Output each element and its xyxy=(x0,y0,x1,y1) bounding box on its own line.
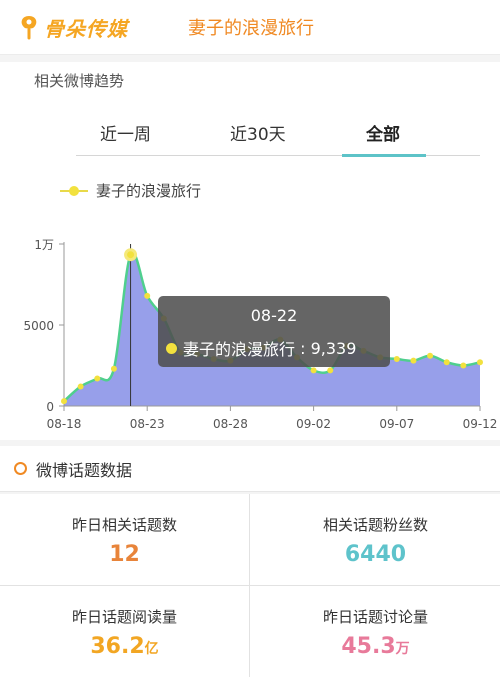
stat-unit: 万 xyxy=(396,641,410,657)
stat-label: 昨日话题讨论量 xyxy=(251,606,500,627)
stat-yesterday-discussions: 昨日话题讨论量 45.3万 xyxy=(251,586,500,677)
topic-stats-grid: 昨日相关话题数 12 相关话题粉丝数 6440 昨日话题阅读量 36.2亿 昨日… xyxy=(0,494,500,677)
data-point xyxy=(61,398,67,404)
tooltip-series-name: 妻子的浪漫旅行 xyxy=(183,336,295,360)
tooltip-series-dot-icon xyxy=(166,343,177,354)
circle-bullet-icon xyxy=(14,462,27,475)
stat-label: 昨日相关话题数 xyxy=(0,514,249,535)
data-point xyxy=(311,367,317,373)
data-point xyxy=(444,359,450,365)
data-point xyxy=(78,384,84,390)
y-tick-label: 5000 xyxy=(23,319,54,333)
data-point xyxy=(460,363,466,369)
stat-yesterday-reads: 昨日话题阅读量 36.2亿 xyxy=(0,586,249,677)
tooltip-separator: : xyxy=(295,339,311,358)
stat-value: 6440 xyxy=(251,542,500,567)
data-point xyxy=(111,366,117,372)
stat-number: 6440 xyxy=(345,542,406,567)
x-tick-label: 09-02 xyxy=(296,417,331,431)
stat-number: 45.3 xyxy=(341,634,395,659)
grid-divider xyxy=(0,585,500,586)
stat-value: 45.3万 xyxy=(251,634,500,659)
tooltip-value: 9,339 xyxy=(311,339,357,358)
x-tick-label: 08-23 xyxy=(130,417,165,431)
stat-topic-followers: 相关话题粉丝数 6440 xyxy=(251,494,500,585)
trend-chart[interactable]: 0 5000 1万 08-18 08-23 08-28 09-02 09-07 09-12 xyxy=(0,0,500,440)
x-tick-label: 08-28 xyxy=(213,417,248,431)
stat-number: 36.2 xyxy=(90,634,144,659)
chart-tooltip: 08-22 妻子的浪漫旅行 : 9,339 xyxy=(158,296,390,367)
stat-value: 12 xyxy=(0,542,249,567)
x-tick-label: 09-12 xyxy=(463,417,498,431)
stat-number: 12 xyxy=(109,542,140,567)
data-point xyxy=(394,356,400,362)
data-point xyxy=(144,293,150,299)
data-point xyxy=(427,353,433,359)
x-tick-label: 08-18 xyxy=(47,417,82,431)
y-tick-label: 1万 xyxy=(34,238,54,252)
topic-section-header: 微博话题数据 xyxy=(0,446,500,492)
data-point xyxy=(94,375,100,381)
stat-unit: 亿 xyxy=(145,641,159,657)
topic-section-title: 微博话题数据 xyxy=(36,457,132,481)
data-point xyxy=(327,367,333,373)
stat-yesterday-topic-count: 昨日相关话题数 12 xyxy=(0,494,249,585)
x-tick-label: 09-07 xyxy=(379,417,414,431)
data-point xyxy=(477,359,483,365)
tooltip-row: 妻子的浪漫旅行 : 9,339 xyxy=(166,336,356,360)
data-point xyxy=(410,358,416,364)
stat-label: 昨日话题阅读量 xyxy=(0,606,249,627)
tooltip-date: 08-22 xyxy=(158,306,390,325)
stat-value: 36.2亿 xyxy=(0,634,249,659)
stat-label: 相关话题粉丝数 xyxy=(251,514,500,535)
data-point xyxy=(126,250,136,260)
y-tick-label: 0 xyxy=(46,400,54,414)
